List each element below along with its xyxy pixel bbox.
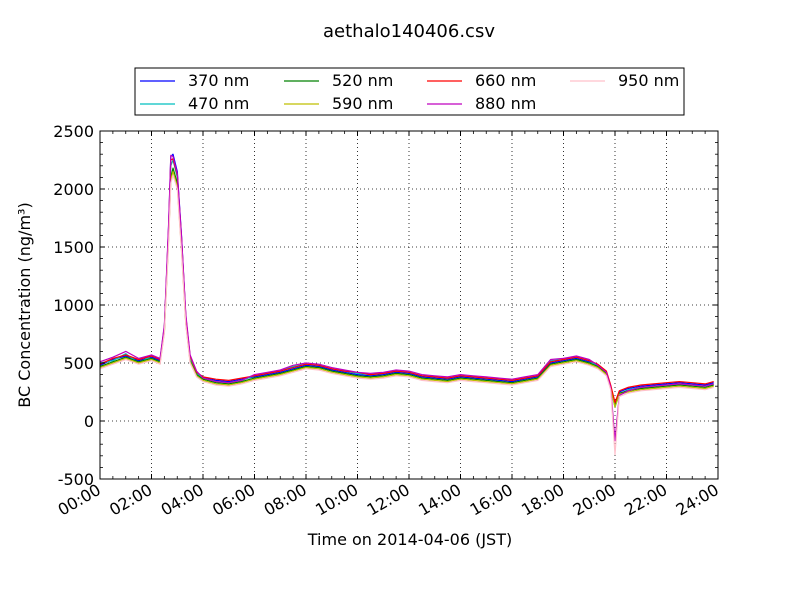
series-lines (100, 153, 714, 456)
legend-item: 880 nm (427, 94, 536, 113)
legend-box (134, 67, 685, 116)
y-axis-label: BC Concentration (ng/m³) (15, 202, 34, 407)
y-tick-label: -500 (58, 470, 94, 489)
x-tick-label: 22:00 (621, 480, 670, 520)
y-tick-labels: -500 0 500 1000 1500 2000 2500 (53, 122, 94, 489)
grid (100, 131, 718, 479)
x-tick-label: 14:00 (415, 480, 464, 520)
x-tick-label: 02:00 (106, 480, 155, 520)
chart-title: aethalo140406.csv (323, 21, 495, 42)
legend-label: 590 nm (332, 94, 393, 113)
x-tick-label: 08:00 (261, 480, 310, 520)
x-axis-label: Time on 2014-04-06 (JST) (307, 530, 512, 549)
y-tick-label: 2500 (53, 122, 94, 141)
legend-label: 880 nm (475, 94, 536, 113)
x-tick-label: 18:00 (518, 480, 567, 520)
series-line-950-nm (100, 174, 714, 456)
y-tick-label: 500 (63, 354, 94, 373)
y-tick-label: 0 (84, 412, 94, 431)
x-tick-label: 06:00 (209, 480, 258, 520)
legend: 370 nm 470 nm 520 nm 590 nm 660 nm 880 nm 950 … (134, 67, 685, 116)
legend-item: 950 nm (570, 71, 679, 90)
x-tick-labels: 00:00 02:00 04:00 06:00 08:00 10:00 12:00 14:00… (55, 480, 722, 520)
series-line-590-nm (100, 171, 714, 408)
y-tick-label: 1500 (53, 238, 94, 257)
legend-item: 660 nm (427, 71, 536, 90)
legend-label: 520 nm (332, 71, 393, 90)
x-tick-label: 24:00 (673, 480, 722, 520)
legend-label: 470 nm (188, 94, 249, 113)
legend-item: 590 nm (284, 94, 393, 113)
legend-item: 470 nm (140, 94, 249, 113)
y-tick-label: 2000 (53, 180, 94, 199)
x-tick-label: 20:00 (570, 480, 619, 520)
legend-item: 370 nm (140, 71, 249, 90)
x-tick-label: 04:00 (158, 480, 207, 520)
legend-label: 660 nm (475, 71, 536, 90)
x-tick-label: 16:00 (467, 480, 516, 520)
legend-label: 370 nm (188, 71, 249, 90)
x-tick-label: 10:00 (312, 480, 361, 520)
axis-ticks (99, 130, 719, 480)
y-tick-label: 1000 (53, 296, 94, 315)
legend-item: 520 nm (284, 71, 393, 90)
legend-label: 950 nm (618, 71, 679, 90)
x-tick-label: 12:00 (364, 480, 413, 520)
